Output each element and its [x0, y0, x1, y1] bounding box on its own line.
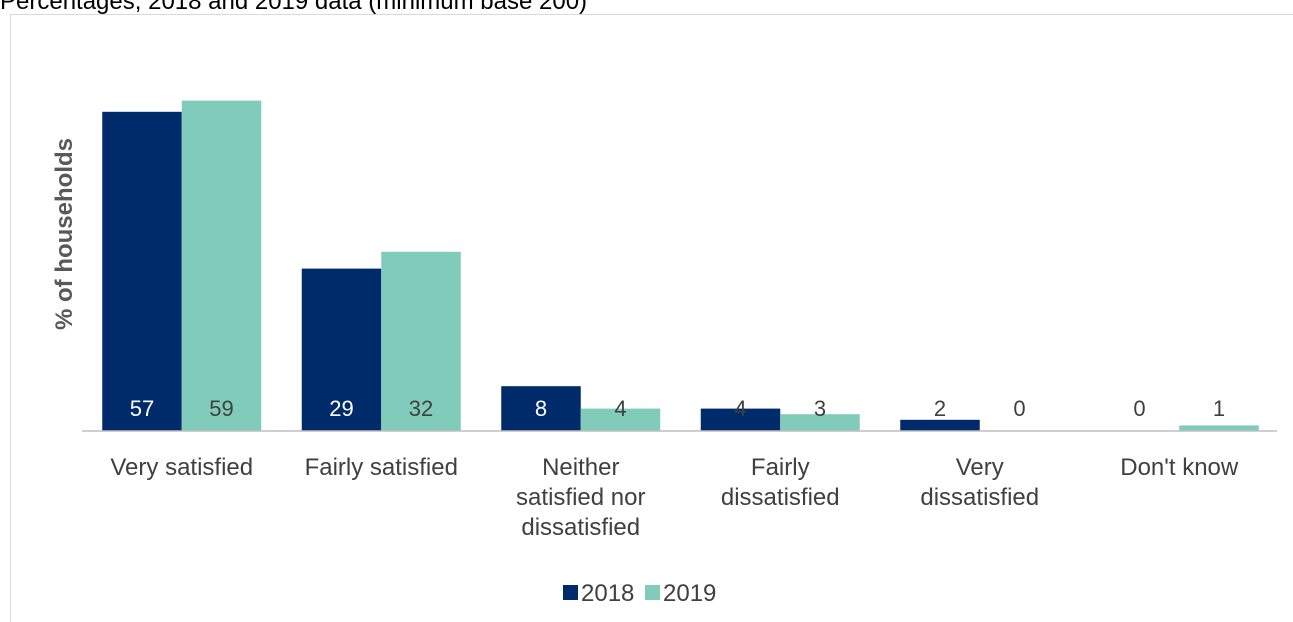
- data-label: 0: [1013, 396, 1025, 421]
- bar-2018: [700, 408, 781, 431]
- data-label: 4: [614, 396, 626, 421]
- data-label: 29: [329, 396, 353, 421]
- category-label-line: Fairly satisfied: [305, 454, 458, 481]
- y-axis-label: % of households: [51, 138, 78, 330]
- legend-label-2019: 2019: [663, 580, 716, 607]
- chart-frame-left-border: [10, 14, 11, 622]
- category-label: Fairly dissatisfied: [721, 454, 840, 511]
- legend-label-2018: 2018: [581, 580, 634, 607]
- category-label-line: Don't know: [1120, 454, 1239, 481]
- data-labels-layer: 57 59 29 32 8 4 4 3 2 0 0 1: [130, 396, 1225, 421]
- category-label-line: dissatisfied: [721, 484, 840, 511]
- chart-frame-top-border: [10, 14, 1293, 15]
- bar-2019: [580, 408, 661, 431]
- bar-2019: [181, 100, 262, 431]
- legend-swatch-2019: [645, 585, 660, 600]
- data-label: 3: [814, 396, 826, 421]
- bar-2019: [780, 414, 860, 431]
- bar-2019: [381, 251, 461, 431]
- category-label: Very dissatisfied: [920, 454, 1039, 511]
- category-label-line: Fairly: [751, 454, 810, 481]
- data-label: 2: [934, 396, 946, 421]
- chart-subtitle: Percentages, 2018 and 2019 data (minimum…: [0, 0, 588, 15]
- bar-2018: [301, 268, 382, 431]
- category-labels-layer: Very satisfied Fairly satisfied Neither sat…: [110, 454, 1239, 541]
- data-label: 8: [535, 396, 547, 421]
- category-label-line: dissatisfied: [920, 484, 1039, 511]
- data-label: 1: [1213, 396, 1225, 421]
- category-label: Don't know: [1120, 454, 1239, 481]
- data-label: 4: [734, 396, 746, 421]
- legend-swatch-2018: [563, 585, 578, 600]
- data-label: 57: [130, 396, 154, 421]
- category-label-line: Very: [956, 454, 1004, 481]
- category-label-line: Neither: [542, 454, 619, 481]
- data-label: 32: [409, 396, 433, 421]
- bar-2018: [102, 111, 182, 432]
- legend: 2018 2019: [563, 580, 716, 607]
- bar-2019: [1179, 425, 1259, 431]
- category-label: Very satisfied: [110, 454, 253, 481]
- category-label-line: dissatisfied: [521, 514, 640, 541]
- category-label: Fairly satisfied: [305, 454, 458, 481]
- category-label-line: satisfied nor: [516, 484, 645, 511]
- bar-2018: [501, 386, 581, 431]
- data-label: 59: [209, 396, 233, 421]
- bar-2018: [900, 419, 980, 431]
- data-label: 0: [1133, 396, 1145, 421]
- bars-layer: [102, 100, 1259, 432]
- category-label-line: Very satisfied: [110, 454, 253, 481]
- category-label: Neither satisfied nor dissatisfied: [516, 454, 645, 541]
